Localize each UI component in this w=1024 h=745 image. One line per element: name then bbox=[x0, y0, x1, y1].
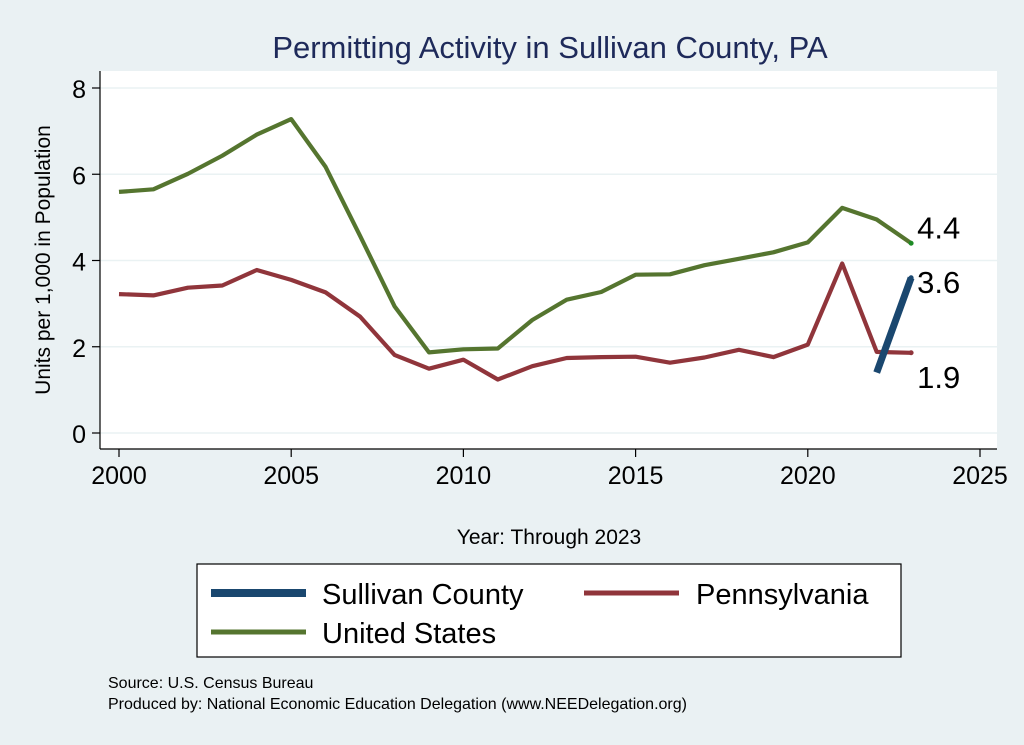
legend-box bbox=[196, 563, 902, 658]
end-label: 4.4 bbox=[917, 210, 960, 245]
legend-label-united-states: United States bbox=[322, 618, 496, 650]
y-tick-label: 8 bbox=[72, 76, 86, 104]
series-layer bbox=[118, 116, 915, 382]
gridlines bbox=[100, 87, 997, 434]
source-note: Source: U.S. Census Bureau bbox=[108, 675, 313, 692]
series-line-united-states bbox=[118, 116, 913, 355]
y-tick-label: 0 bbox=[72, 421, 86, 449]
y-tick-label: 4 bbox=[72, 249, 86, 277]
y-axis-label: Units per 1,000 in Population bbox=[32, 125, 55, 395]
x-tick-label: 2010 bbox=[436, 462, 492, 490]
chart-title: Permitting Activity in Sullivan County, … bbox=[272, 30, 828, 65]
produced-by-note: Produced by: National Economic Education… bbox=[108, 696, 687, 713]
series-line-pennsylvania bbox=[118, 261, 912, 382]
y-tick-label: 2 bbox=[72, 335, 86, 363]
series-line-sullivan-county bbox=[873, 276, 915, 374]
end-label: 1.9 bbox=[917, 360, 960, 395]
legend-label-pennsylvania: Pennsylvania bbox=[696, 579, 869, 611]
end-labels: 3.6 1.9 4.4 bbox=[917, 210, 960, 395]
x-tick-label: 2025 bbox=[952, 462, 1008, 490]
y-tick-label: 6 bbox=[72, 162, 86, 190]
x-tick-label: 2020 bbox=[780, 462, 836, 490]
axes: 0 2 4 6 8 2000 2005 2010 2015 2020 2025 bbox=[72, 71, 1008, 490]
series-end-point-united-states bbox=[908, 240, 914, 246]
x-tick-label: 2015 bbox=[608, 462, 664, 490]
legend: Sullivan County Pennsylvania United States bbox=[196, 563, 902, 658]
end-label: 3.6 bbox=[917, 265, 960, 300]
series-end-point-pennsylvania bbox=[908, 350, 914, 356]
x-tick-label: 2005 bbox=[263, 462, 319, 490]
series-end-point-sullivan-county bbox=[908, 275, 914, 281]
x-tick-label: 2000 bbox=[91, 462, 147, 490]
legend-label-sullivan-county: Sullivan County bbox=[322, 579, 524, 611]
x-axis-label: Year: Through 2023 bbox=[457, 526, 642, 549]
